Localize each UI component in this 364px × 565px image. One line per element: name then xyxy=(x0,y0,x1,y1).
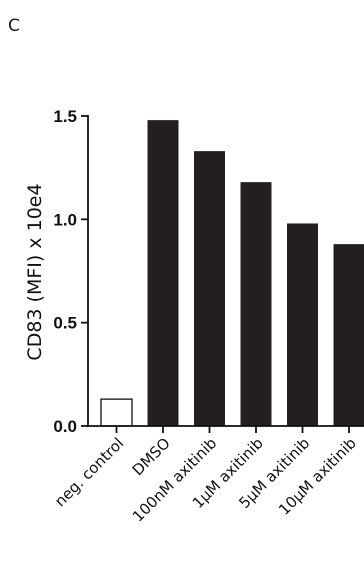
bar-2 xyxy=(194,151,225,426)
x-tick-label-2: 100nM axitinib xyxy=(129,434,220,525)
y-axis-label: CD83 (MFI) x 10e4 xyxy=(24,183,46,360)
y-tick-label-1: 0.5 xyxy=(53,314,77,333)
y-tick-label-3: 1.5 xyxy=(53,107,77,126)
x-tick-label-0: neg. control xyxy=(51,434,127,510)
axes-layer xyxy=(87,115,364,427)
y-tick-label-2: 1.0 xyxy=(53,210,77,229)
y-ticks-layer: 0.0 0.5 1.0 1.5 xyxy=(53,107,88,436)
y-tick-label-0: 0.0 xyxy=(53,417,77,436)
bar-1 xyxy=(147,120,179,426)
x-tick-label-1: DMSO xyxy=(129,434,174,479)
bar-0 xyxy=(100,398,133,427)
bar-5 xyxy=(333,244,364,426)
panel-letter: C xyxy=(8,16,20,36)
bars-layer xyxy=(100,120,364,427)
bar-3 xyxy=(240,182,272,426)
bar-4 xyxy=(287,223,318,426)
